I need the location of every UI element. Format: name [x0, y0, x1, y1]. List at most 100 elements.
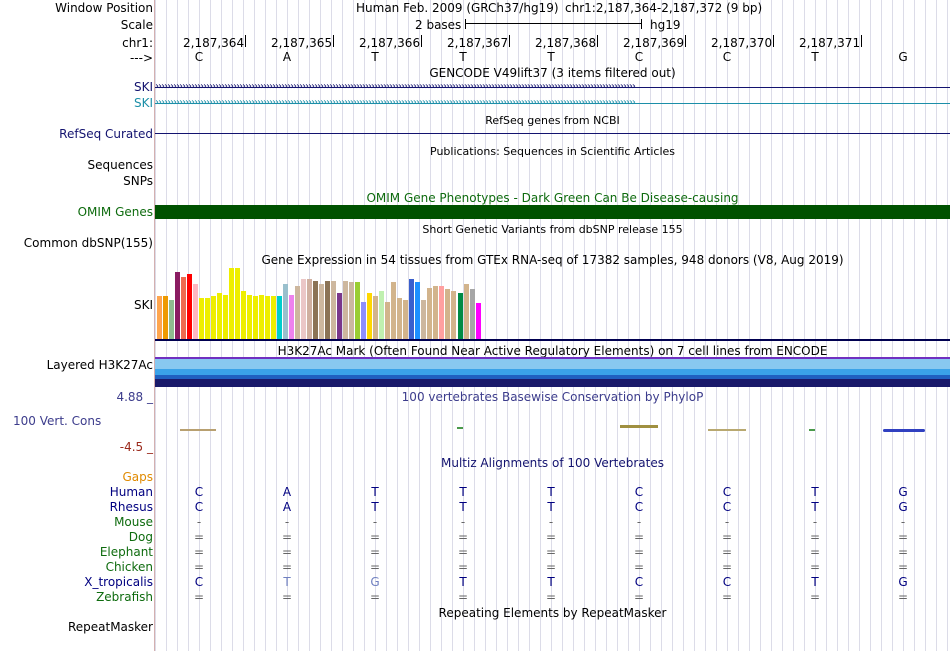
gtex-bar[interactable] [451, 291, 457, 339]
gencode-ski-label-2[interactable]: SKI [133, 96, 153, 110]
gtex-bar[interactable] [259, 295, 265, 339]
gtex-bar[interactable] [301, 279, 307, 339]
vert-cons-label[interactable]: 100 Vert. Cons [13, 414, 102, 428]
gtex-bar[interactable] [241, 291, 247, 339]
gtex-bar[interactable] [265, 296, 271, 339]
alignment-base: - [636, 515, 642, 529]
gtex-bar[interactable] [463, 284, 469, 339]
repeatmasker-label[interactable]: RepeatMasker [67, 620, 153, 634]
gtex-bar[interactable] [319, 284, 325, 339]
alignment-base: T [459, 575, 467, 589]
gencode-ski-label-1[interactable]: SKI [133, 80, 153, 94]
alignment-base: = [194, 530, 205, 544]
species-label[interactable]: Chicken [105, 560, 153, 574]
gtex-bar[interactable] [337, 293, 343, 339]
gencode-ski-transcript-2[interactable]: ››››››››››››››››››››››››››››››››››››››››… [155, 97, 950, 109]
gtex-bar[interactable] [367, 293, 373, 339]
species-label[interactable]: Elephant [99, 545, 153, 559]
window-position-value: chr1:2,187,364-2,187,372 (9 bp) [565, 1, 763, 15]
alignment-base: = [282, 530, 293, 544]
gtex-bar[interactable] [307, 279, 313, 339]
gtex-bar[interactable] [223, 295, 229, 339]
common-dbsnp-label[interactable]: Common dbSNP(155) [23, 236, 153, 250]
gtex-bar[interactable] [331, 281, 337, 339]
gtex-bar[interactable] [277, 296, 283, 339]
gtex-bar[interactable] [373, 296, 379, 339]
species-label[interactable]: Rhesus [109, 500, 153, 514]
gtex-bar[interactable] [475, 303, 481, 339]
gtex-bar[interactable] [199, 298, 205, 339]
gtex-bar[interactable] [325, 281, 331, 339]
h3k27ac-signal[interactable] [155, 357, 950, 387]
gtex-bar[interactable] [349, 282, 355, 339]
gtex-bar[interactable] [379, 291, 385, 339]
sequences-label[interactable]: Sequences [87, 158, 153, 172]
gtex-bar[interactable] [169, 300, 175, 339]
gtex-bar[interactable] [235, 268, 241, 339]
alignment-base: T [283, 575, 291, 589]
gtex-bar[interactable] [403, 300, 409, 339]
gtex-bar-chart[interactable] [157, 268, 537, 339]
species-label[interactable]: X_tropicalis [84, 575, 153, 589]
gtex-bar[interactable] [295, 286, 301, 339]
alignment-base: - [812, 515, 818, 529]
gtex-bar[interactable] [457, 293, 463, 339]
species-label[interactable]: Dog [128, 530, 153, 544]
alignment-base: C [634, 500, 644, 514]
gtex-bar[interactable] [343, 281, 349, 339]
alignment-base: G [898, 500, 908, 514]
gtex-bar[interactable] [385, 302, 391, 339]
alignment-base: = [810, 545, 821, 559]
refseq-gene-line[interactable] [155, 133, 950, 134]
alignment-base: A [282, 500, 292, 514]
omim-label[interactable]: OMIM Genes [77, 205, 153, 219]
gtex-bar[interactable] [355, 282, 361, 339]
gtex-bar[interactable] [439, 286, 445, 339]
gtex-bar[interactable] [415, 282, 421, 339]
phylop-title: 100 vertebrates Basewise Conservation by… [401, 390, 704, 404]
gtex-bar[interactable] [391, 282, 397, 339]
species-label[interactable]: Human [109, 485, 153, 499]
gtex-bar[interactable] [181, 277, 187, 339]
gtex-bar[interactable] [409, 279, 415, 339]
gtex-bar[interactable] [175, 272, 181, 339]
gtex-ski-label[interactable]: SKI [133, 298, 153, 312]
gtex-bar[interactable] [313, 281, 319, 339]
gtex-bar[interactable] [205, 298, 211, 339]
gtex-bar[interactable] [217, 293, 223, 339]
gtex-bar[interactable] [445, 289, 451, 339]
gtex-bar[interactable] [163, 296, 168, 339]
ruler-tick [861, 35, 862, 47]
gtex-bar[interactable] [283, 284, 289, 339]
gtex-bar[interactable] [193, 284, 199, 339]
gtex-bar[interactable] [469, 289, 475, 339]
ruler-position: 2,187,369 [623, 36, 685, 50]
gtex-bar[interactable] [271, 296, 277, 339]
snps-label[interactable]: SNPs [123, 174, 153, 188]
gaps-label[interactable]: Gaps [122, 470, 153, 484]
gtex-bar[interactable] [427, 288, 433, 339]
gtex-bar[interactable] [211, 296, 217, 339]
gtex-bar[interactable] [157, 296, 162, 339]
gtex-bar[interactable] [397, 298, 403, 339]
alignment-base: - [372, 515, 378, 529]
gtex-bar[interactable] [289, 295, 295, 339]
scale-label: Scale [120, 18, 153, 32]
gtex-bar[interactable] [253, 296, 259, 339]
alignment-base: = [634, 560, 645, 574]
refseq-label[interactable]: RefSeq Curated [59, 127, 153, 141]
gtex-bar[interactable] [247, 295, 253, 339]
species-label[interactable]: Zebrafish [96, 590, 153, 604]
gtex-bar[interactable] [361, 302, 367, 339]
gencode-ski-transcript-1[interactable]: ››››››››››››››››››››››››››››››››››››››››… [155, 81, 950, 93]
alignment-base: = [458, 530, 469, 544]
phylop-signal[interactable] [155, 420, 950, 438]
h3k27ac-label[interactable]: Layered H3K27Ac [46, 358, 153, 372]
species-label[interactable]: Mouse [114, 515, 153, 529]
gtex-bar[interactable] [421, 300, 427, 339]
omim-gene-bar[interactable] [155, 205, 950, 219]
gtex-bar[interactable] [229, 268, 235, 339]
ruler-base: T [371, 50, 379, 64]
gtex-bar[interactable] [187, 274, 193, 339]
gtex-bar[interactable] [433, 286, 439, 339]
